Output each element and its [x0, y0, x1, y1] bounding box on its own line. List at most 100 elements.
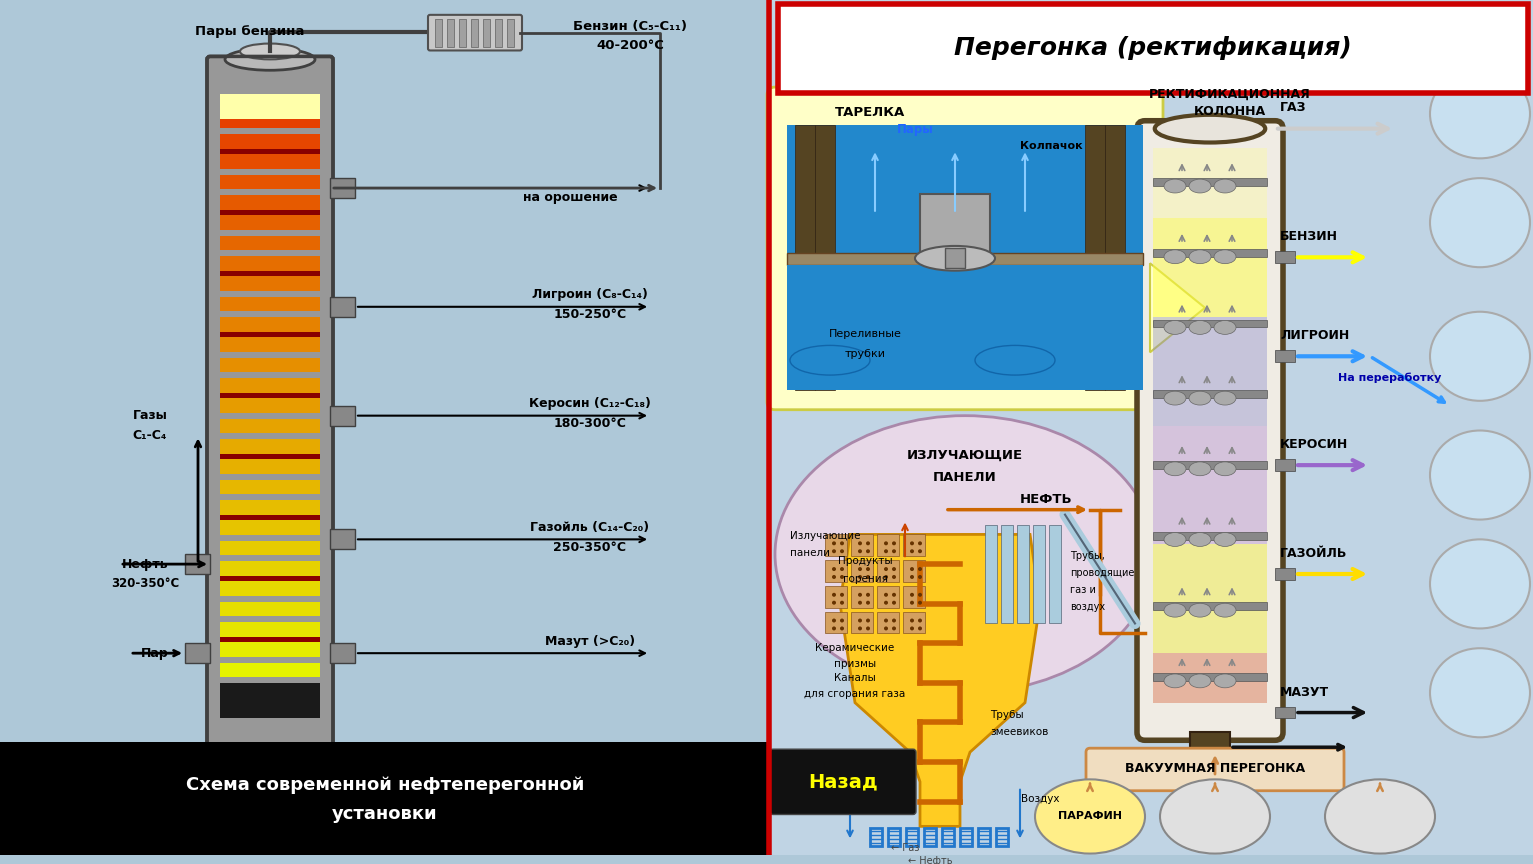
Circle shape — [918, 567, 921, 571]
Ellipse shape — [1430, 648, 1530, 737]
Ellipse shape — [1164, 391, 1187, 405]
Circle shape — [885, 542, 888, 545]
Text: трубки: трубки — [845, 349, 886, 359]
Circle shape — [858, 593, 862, 597]
Text: Газы: Газы — [132, 410, 167, 422]
Circle shape — [892, 567, 895, 571]
Bar — [1153, 249, 1266, 257]
Bar — [221, 683, 320, 717]
Text: Назад: Назад — [808, 772, 878, 791]
FancyBboxPatch shape — [428, 15, 523, 50]
Circle shape — [911, 593, 914, 597]
Ellipse shape — [1214, 391, 1236, 405]
Bar — [471, 19, 478, 47]
Circle shape — [911, 600, 914, 605]
Circle shape — [832, 600, 835, 605]
Bar — [786, 253, 1144, 265]
Bar — [221, 175, 320, 189]
Text: Лигроин (С₈-С₁₄): Лигроин (С₈-С₁₄) — [532, 289, 648, 302]
Text: ← Нефть: ← Нефть — [908, 856, 952, 864]
Text: змеевиков: змеевиков — [990, 727, 1049, 737]
Text: Пары: Пары — [897, 123, 934, 136]
Bar — [221, 94, 320, 118]
Bar — [978, 829, 990, 846]
Text: НЕФТЬ: НЕФТЬ — [1019, 493, 1073, 506]
FancyBboxPatch shape — [770, 749, 917, 815]
Text: На переработку: На переработку — [1338, 372, 1441, 383]
Circle shape — [832, 567, 835, 571]
Ellipse shape — [1214, 250, 1236, 264]
Circle shape — [885, 567, 888, 571]
Text: ЛИГРОИН: ЛИГРОИН — [1280, 329, 1349, 342]
Ellipse shape — [1164, 250, 1187, 264]
FancyBboxPatch shape — [1085, 748, 1344, 791]
Ellipse shape — [1035, 779, 1145, 854]
Ellipse shape — [1190, 250, 1211, 264]
Text: Схема современной нефтеперегонной: Схема современной нефтеперегонной — [185, 776, 584, 794]
Bar — [903, 560, 924, 582]
Circle shape — [858, 550, 862, 553]
Bar — [221, 270, 320, 276]
Text: ТАРЕЛКА: ТАРЕЛКА — [835, 106, 904, 119]
Circle shape — [918, 542, 921, 545]
Bar — [877, 612, 898, 633]
Text: Пары бензина: Пары бензина — [195, 25, 305, 38]
Circle shape — [840, 542, 845, 545]
Bar — [825, 560, 848, 582]
Bar — [786, 124, 1144, 390]
Ellipse shape — [1214, 179, 1236, 193]
Bar — [1153, 461, 1266, 469]
Ellipse shape — [1160, 779, 1269, 854]
Circle shape — [918, 575, 921, 579]
Bar — [221, 296, 320, 311]
Bar — [1153, 178, 1266, 186]
Bar — [458, 19, 466, 47]
Polygon shape — [1150, 264, 1205, 353]
Bar — [1275, 251, 1295, 264]
Circle shape — [892, 600, 895, 605]
Bar — [221, 454, 320, 460]
Bar — [960, 829, 972, 846]
Text: С₁-С₄: С₁-С₄ — [133, 429, 167, 442]
Text: горения: горения — [843, 574, 888, 584]
Circle shape — [840, 550, 845, 553]
Bar — [221, 480, 320, 494]
Bar — [986, 524, 996, 624]
Circle shape — [866, 619, 871, 622]
Circle shape — [892, 593, 895, 597]
Bar — [221, 256, 320, 270]
Text: Колпачок: Колпачок — [1019, 142, 1082, 151]
Ellipse shape — [1214, 674, 1236, 688]
Text: ← Газ: ← Газ — [891, 843, 920, 853]
Bar — [1275, 350, 1295, 362]
Bar — [1153, 673, 1266, 681]
Circle shape — [866, 600, 871, 605]
Circle shape — [832, 542, 835, 545]
Bar — [1153, 317, 1266, 426]
Text: 180-300°С: 180-300°С — [553, 417, 627, 430]
Ellipse shape — [1430, 312, 1530, 401]
Text: Пар: Пар — [141, 646, 169, 660]
Ellipse shape — [1154, 115, 1265, 143]
Circle shape — [885, 575, 888, 579]
Bar — [221, 276, 320, 291]
Bar — [816, 124, 835, 390]
Bar — [448, 19, 454, 47]
Bar — [1001, 524, 1013, 624]
Bar — [221, 561, 320, 575]
Text: Воздух: Воздух — [816, 794, 854, 804]
Circle shape — [885, 626, 888, 631]
Bar — [1153, 531, 1266, 539]
Text: КЕРОСИН: КЕРОСИН — [1280, 438, 1348, 451]
Circle shape — [858, 567, 862, 571]
Ellipse shape — [915, 246, 995, 270]
Bar — [221, 337, 320, 352]
Bar — [1153, 320, 1266, 327]
Bar — [906, 829, 918, 846]
Text: Переливные: Переливные — [828, 329, 901, 340]
Bar — [221, 419, 320, 434]
Bar — [221, 134, 320, 149]
Circle shape — [832, 626, 835, 631]
Ellipse shape — [1190, 532, 1211, 546]
Text: Газойль (С₁₄-С₂₀): Газойль (С₁₄-С₂₀) — [530, 521, 650, 534]
